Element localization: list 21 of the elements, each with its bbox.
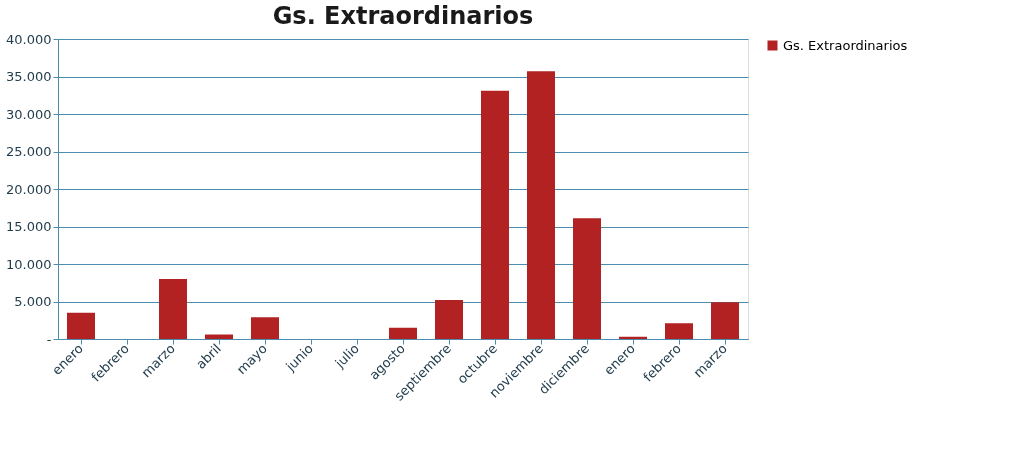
bar (711, 302, 739, 339)
chart-title: Gs. Extraordinarios (272, 2, 534, 30)
y-tick-label: 10.000 (6, 256, 52, 272)
y-tick-label: - (46, 331, 52, 347)
bar (573, 218, 601, 339)
y-tick-label: 30.000 (6, 106, 52, 122)
y-tick-label: 15.000 (6, 219, 52, 234)
y-tick-label: 35.000 (6, 69, 52, 84)
bar (527, 71, 555, 339)
y-tick-label: 40.000 (6, 31, 52, 47)
y-tick-label: 20.000 (6, 181, 52, 197)
bar (389, 327, 417, 339)
legend-label: Gs. Extraordinarios (783, 37, 908, 53)
y-tick-label: 25.000 (6, 144, 52, 159)
y-tick-label: 5.000 (14, 294, 52, 309)
bar (159, 279, 187, 339)
bar (67, 312, 95, 339)
bar (481, 90, 509, 339)
bar (435, 300, 463, 339)
bar (251, 317, 279, 339)
bar (665, 323, 693, 339)
